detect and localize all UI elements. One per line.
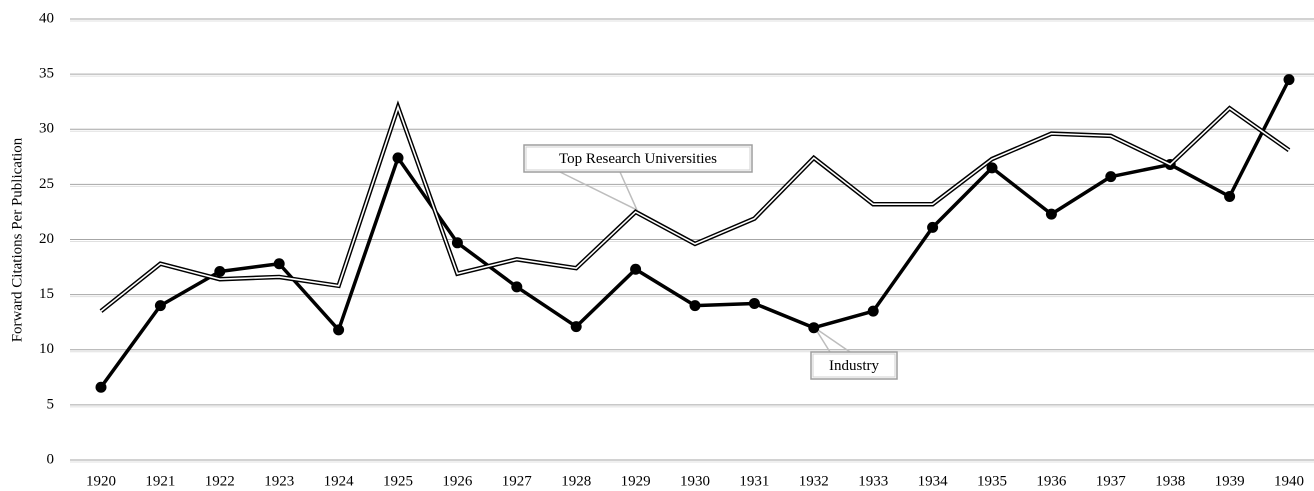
leader-line	[814, 327, 831, 353]
x-tick-label: 1923	[264, 473, 294, 489]
y-axis-label: Forward Citations Per Publication	[9, 137, 25, 342]
data-point	[927, 221, 939, 233]
x-tick-label: 1931	[739, 473, 769, 489]
x-tick-label: 1940	[1274, 473, 1304, 489]
series-line-outline	[99, 100, 1291, 313]
x-tick-label: 1921	[145, 473, 175, 489]
annotation-box	[523, 144, 753, 173]
x-tick-label: 1928	[561, 473, 591, 489]
x-tick-label: 1933	[858, 473, 888, 489]
x-tick-label: 1929	[621, 473, 651, 489]
data-point	[511, 281, 523, 293]
data-point	[748, 297, 760, 309]
annotation-box	[810, 351, 898, 380]
data-point	[451, 237, 463, 249]
y-tick-label: 10	[39, 341, 54, 357]
y-tick-label: 5	[47, 396, 55, 412]
x-tick-label: 1925	[383, 473, 413, 489]
data-point	[689, 300, 701, 312]
x-tick-label: 1938	[1155, 473, 1185, 489]
leader-line	[814, 327, 851, 353]
x-tick-label: 1932	[799, 473, 829, 489]
x-tick-label: 1935	[977, 473, 1007, 489]
leader-line	[559, 171, 638, 211]
x-tick-label: 1920	[86, 473, 116, 489]
series-line	[99, 78, 1291, 389]
data-point	[1105, 171, 1117, 183]
data-point	[392, 152, 404, 164]
data-point	[214, 265, 226, 277]
x-tick-label: 1936	[1036, 473, 1067, 489]
x-tick-label: 1927	[502, 473, 533, 489]
annotation: Industry	[829, 358, 879, 374]
leader-line	[619, 171, 638, 211]
data-point	[95, 381, 107, 393]
x-tick-label: 1924	[324, 473, 355, 489]
data-point	[1283, 74, 1295, 86]
annotation-box-inner	[812, 353, 896, 378]
x-tick-label: 1922	[205, 473, 235, 489]
x-tick-label: 1937	[1096, 473, 1127, 489]
x-tick-label: 1934	[918, 473, 949, 489]
data-point	[1045, 208, 1057, 220]
data-point	[808, 322, 820, 334]
y-tick-label: 20	[39, 231, 54, 247]
annotation-box-inner	[525, 146, 751, 171]
y-tick-label: 15	[39, 286, 54, 302]
x-tick-label: 1926	[442, 473, 473, 489]
data-point	[273, 258, 285, 270]
data-point	[630, 263, 642, 275]
y-tick-label: 30	[39, 121, 54, 137]
data-point	[986, 162, 998, 174]
data-point	[333, 324, 345, 336]
data-point	[570, 321, 582, 333]
x-tick-label: 1930	[680, 473, 710, 489]
y-tick-label: 35	[39, 66, 54, 82]
data-point	[154, 300, 166, 312]
series-line	[100, 104, 1290, 312]
data-point	[1224, 191, 1236, 203]
data-point	[867, 305, 879, 317]
y-tick-label: 0	[47, 451, 55, 467]
y-tick-label: 40	[39, 10, 54, 26]
annotation: Top Research Universities	[559, 151, 717, 167]
y-tick-label: 25	[39, 176, 54, 192]
x-tick-label: 1939	[1215, 473, 1245, 489]
